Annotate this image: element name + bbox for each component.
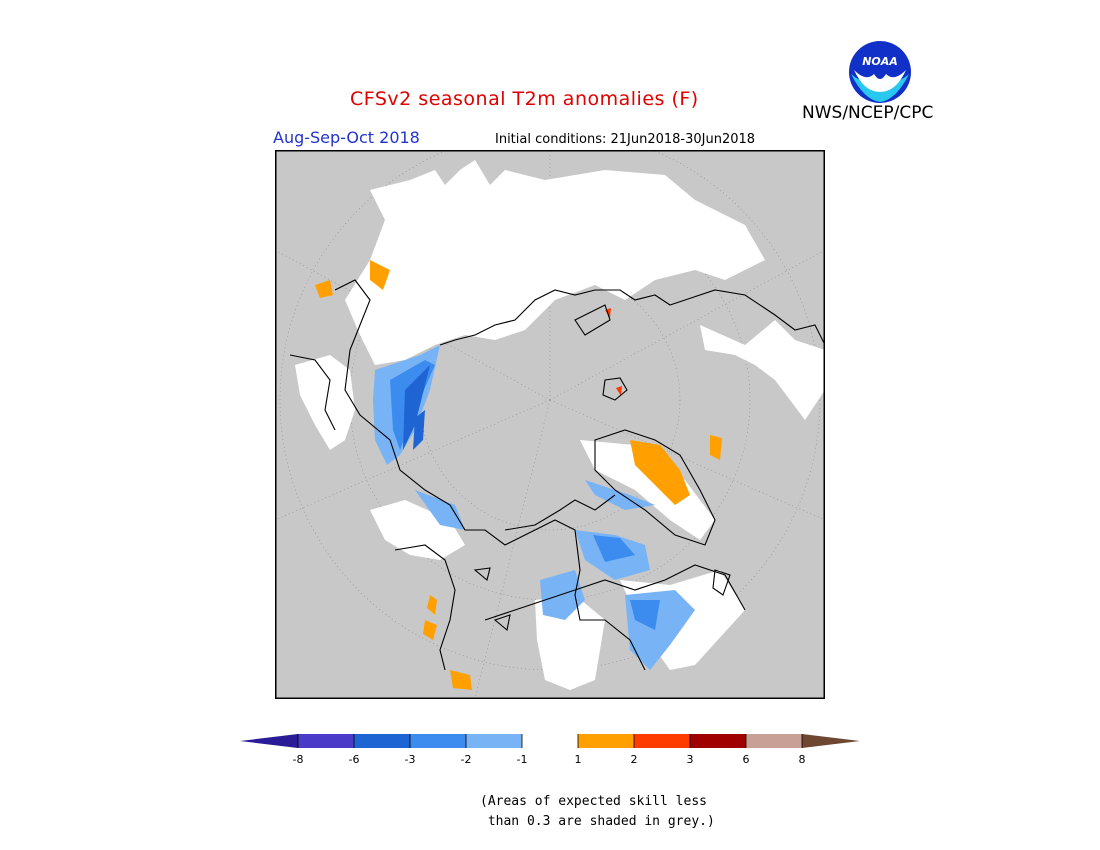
legend-swatch (578, 734, 634, 748)
noaa-logo-text: NOAA (862, 55, 898, 68)
legend-swatch (522, 734, 578, 748)
legend-tick-label: -1 (517, 753, 528, 766)
legend-arrow-low (240, 734, 298, 748)
initial-conditions-label: Initial conditions: 21Jun2018-30Jun2018 (495, 132, 756, 147)
skill-note-line2: than 0.3 are shaded in grey.) (480, 814, 715, 829)
legend-swatch (410, 734, 466, 748)
legend-swatch (634, 734, 690, 748)
legend-ticks (297, 734, 803, 748)
noaa-logo: NOAA (849, 41, 911, 103)
legend-tick-label: 8 (799, 753, 806, 766)
legend-tick-label: -6 (349, 753, 360, 766)
legend-tick-label: -8 (293, 753, 304, 766)
chart-title-text: CFSv2 seasonal T2m anomalies (F) (350, 88, 699, 110)
legend-swatch (298, 734, 354, 748)
legend-swatch (354, 734, 410, 748)
legend-tick-label: 6 (743, 753, 750, 766)
legend-swatch (690, 734, 746, 748)
near-normal-regions (295, 160, 825, 690)
skill-note: (Areas of expected skill less than 0.3 a… (480, 792, 715, 832)
above-normal-regions (315, 260, 722, 690)
legend-swatch (746, 734, 802, 748)
latitude-circle (279, 150, 821, 671)
legend-tick-label: -3 (405, 753, 416, 766)
legend-tick-label: 3 (687, 753, 694, 766)
polar-map (275, 150, 825, 699)
legend-tick-label: 2 (631, 753, 638, 766)
below-normal-regions (373, 345, 695, 670)
map-border (275, 150, 825, 699)
color-legend: -8 -6 -3 -2 -1 1 2 3 6 8 (240, 734, 860, 766)
season-label: Aug-Sep-Oct 2018 (273, 128, 420, 147)
coastlines (289, 279, 825, 671)
skill-note-line1: (Areas of expected skill less (480, 794, 707, 809)
agency-label: NWS/NCEP/CPC (802, 103, 934, 123)
legend-tick-label: 1 (575, 753, 582, 766)
legend-swatch (466, 734, 522, 748)
legend-tick-label: -2 (461, 753, 472, 766)
legend-arrow-high (802, 734, 860, 748)
